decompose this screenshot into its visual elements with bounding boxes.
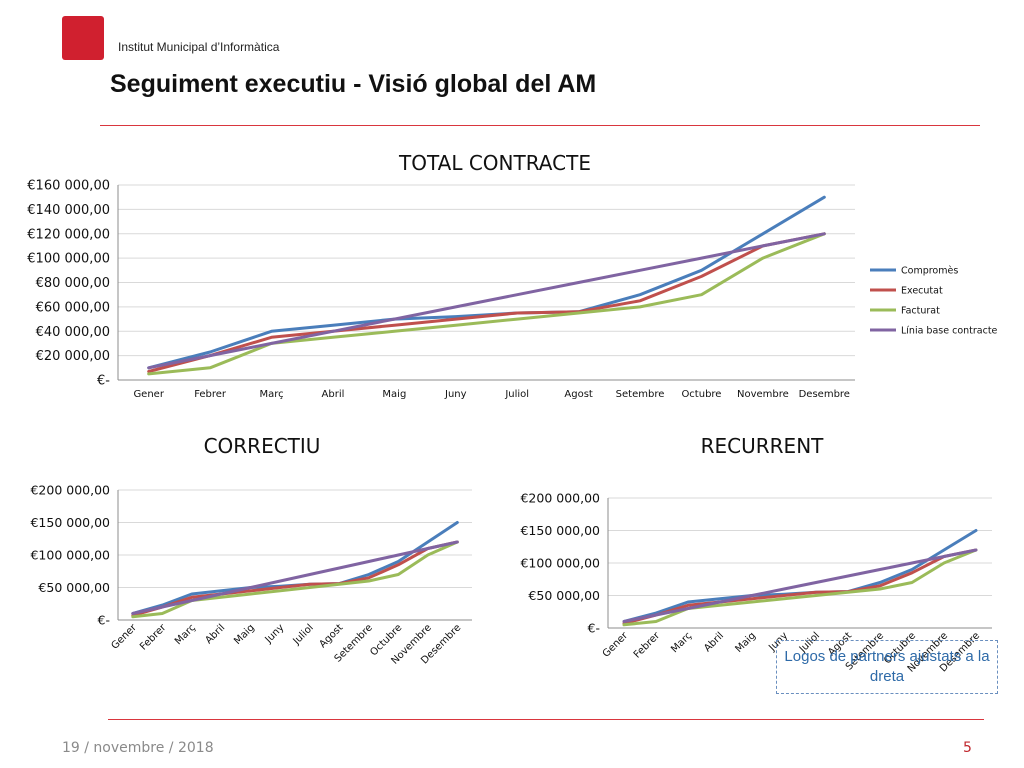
x-tick-label: Març — [669, 630, 694, 655]
x-tick-label: Juny — [444, 389, 467, 400]
y-tick-label: €160 000,00 — [27, 179, 110, 194]
y-tick-label: €140 000,00 — [27, 203, 110, 218]
x-tick-label: Juliol — [504, 389, 529, 400]
y-tick-label: €150 000,00 — [520, 523, 600, 538]
series-line — [147, 232, 826, 376]
y-tick-label: €- — [97, 374, 110, 389]
y-tick-label: €50 000,00 — [38, 580, 110, 595]
y-tick-label: €100 000,00 — [27, 252, 110, 267]
total-contract-chart: TOTAL CONTRACTE €- €20 000,00 €40 000,00 €60… — [20, 145, 1010, 410]
x-tick-label: Novembre — [737, 389, 789, 400]
y-tick-label: €- — [588, 621, 600, 636]
y-tick-label: €100 000,00 — [520, 556, 600, 571]
city-logo — [62, 16, 104, 60]
x-tick-label: Agost — [564, 389, 593, 400]
y-tick-label: €100 000,00 — [30, 548, 110, 563]
x-tick-label: Març — [173, 622, 198, 647]
x-tick-label: Maig — [382, 389, 406, 400]
legend-label: Facturat — [901, 306, 940, 317]
y-tick-label: €150 000,00 — [30, 515, 110, 530]
legend-label: Compromès — [901, 266, 958, 277]
recurrent-chart: RECURRENT €- €50 000,00 €100 000,00 €150 000… — [520, 425, 1000, 685]
series-line — [622, 548, 978, 625]
x-tick-label: Febrer — [194, 389, 227, 400]
page-title: Seguiment executiu - Visió global del AM — [110, 70, 597, 98]
correctiu-chart: CORRECTIU €- €50 000,00 €100 000,00 €150 000… — [0, 425, 480, 685]
x-tick-label: Gener — [601, 630, 631, 660]
chart-title: CORRECTIU — [204, 434, 321, 458]
series-line — [147, 232, 826, 370]
x-tick-label: Febrer — [138, 622, 169, 653]
header-divider — [100, 125, 980, 126]
x-tick-label: Gener — [133, 389, 164, 400]
chart-title: RECURRENT — [701, 434, 825, 458]
x-tick-label: Setembre — [616, 389, 665, 400]
x-tick-label: Agost — [317, 622, 345, 650]
x-tick-label: Abril — [702, 630, 726, 654]
x-tick-label: Juliol — [291, 622, 316, 647]
series-line — [131, 540, 459, 617]
y-tick-label: €- — [98, 613, 110, 628]
x-tick-label: Abril — [322, 389, 345, 400]
legend-label: Executat — [901, 286, 943, 297]
series-line — [622, 548, 978, 623]
y-tick-label: €60 000,00 — [36, 300, 110, 315]
x-tick-label: Desembre — [799, 389, 850, 400]
y-tick-label: €50 000,00 — [528, 588, 600, 603]
y-tick-label: €40 000,00 — [36, 325, 110, 340]
series-line — [131, 540, 459, 615]
x-tick-label: Maig — [733, 630, 758, 655]
page-number: 5 — [963, 740, 972, 756]
footer-date: 19 / novembre / 2018 — [62, 740, 214, 756]
x-tick-label: Abril — [203, 622, 227, 646]
x-tick-label: Octubre — [681, 389, 721, 400]
y-tick-label: €20 000,00 — [36, 349, 110, 364]
y-tick-label: €200 000,00 — [30, 483, 110, 498]
x-tick-label: Gener — [110, 622, 140, 652]
series-line — [147, 232, 826, 373]
x-tick-label: Març — [259, 389, 283, 400]
x-tick-label: Maig — [232, 622, 257, 647]
y-tick-label: €200 000,00 — [520, 491, 600, 506]
chart-title: TOTAL CONTRACTE — [398, 151, 591, 175]
x-tick-label: Febrer — [632, 630, 663, 661]
x-tick-label: Juny — [263, 622, 287, 646]
partner-logos-note: Logos de partners ajustats a la dreta — [776, 640, 998, 694]
y-tick-label: €80 000,00 — [36, 276, 110, 291]
y-tick-label: €120 000,00 — [27, 227, 110, 242]
footer-divider — [108, 719, 984, 720]
legend-label: Línia base contracte — [901, 326, 998, 337]
organization-name: Institut Municipal d’Informàtica — [118, 40, 280, 54]
